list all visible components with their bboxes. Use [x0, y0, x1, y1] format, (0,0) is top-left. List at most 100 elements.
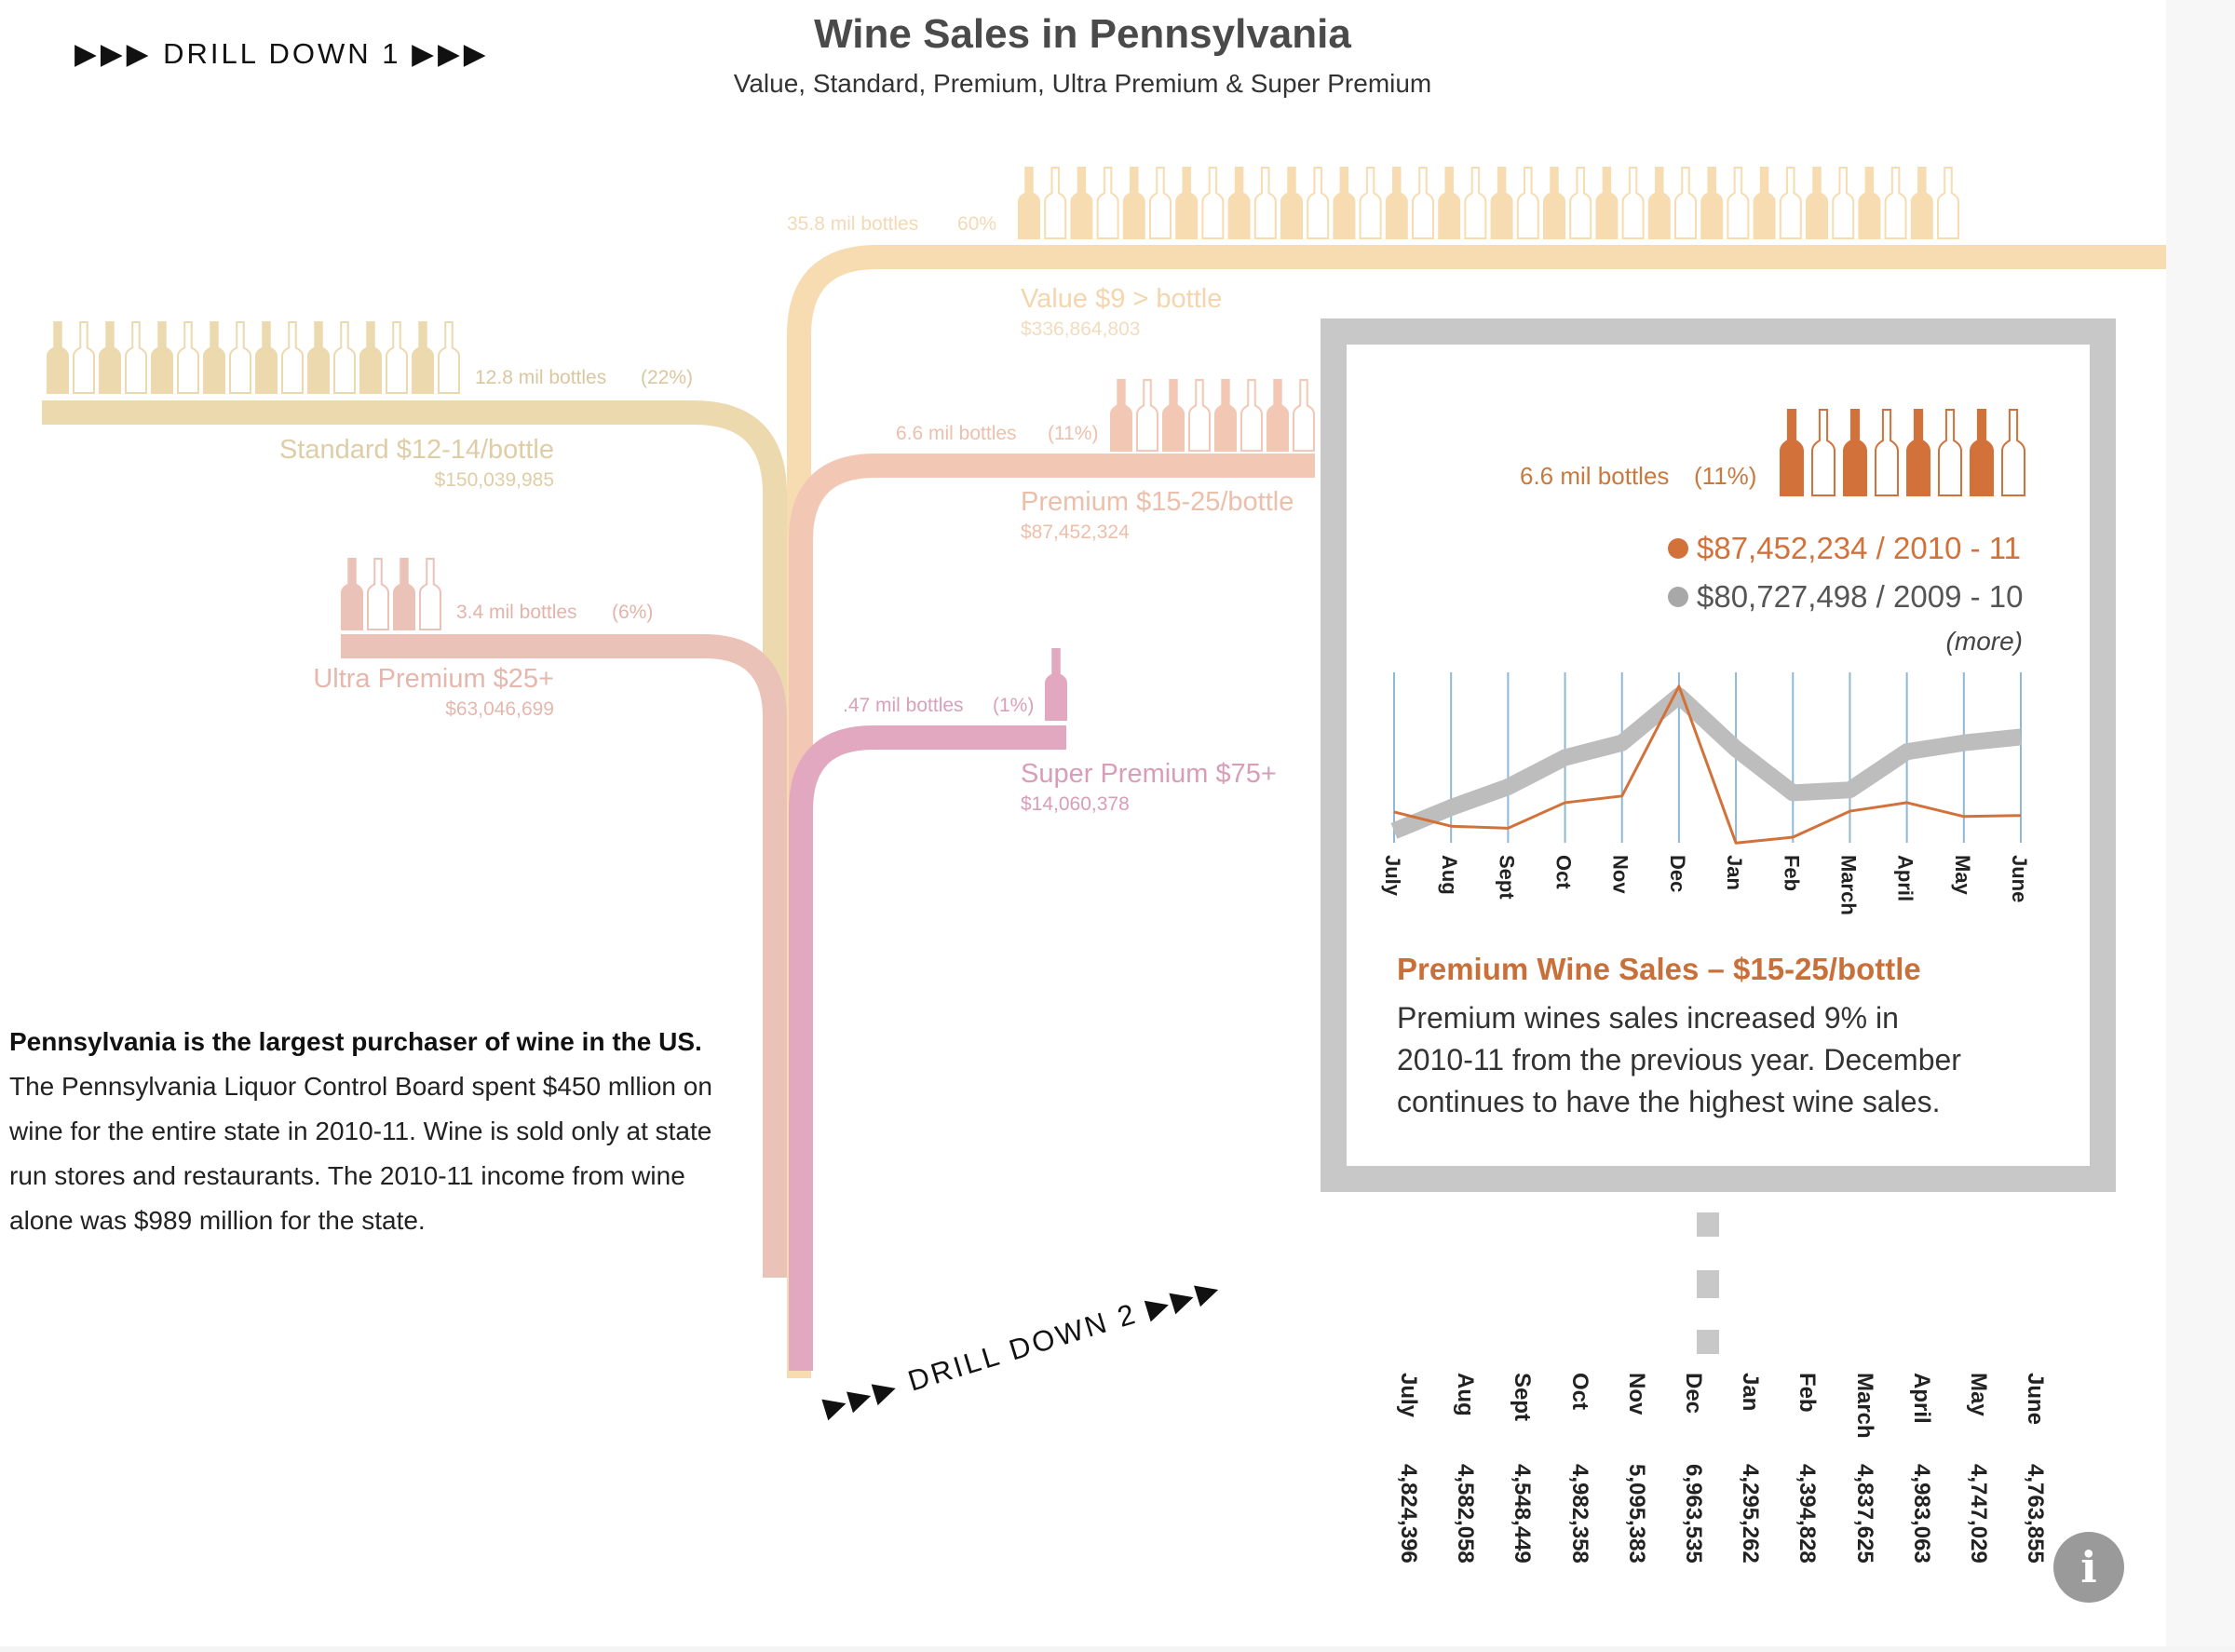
legend-current-dot: [1668, 538, 1688, 559]
callout-bottle-icon: [1780, 409, 1804, 496]
legend-previous-dot: [1668, 587, 1688, 607]
super-premium-tier-name[interactable]: Super Premium $75+: [1021, 759, 1277, 789]
ultra-premium-tier-name[interactable]: Ultra Premium $25+: [313, 664, 554, 694]
value-bottle-icon: [1543, 167, 1565, 239]
monthly-column: Dec 6,963,535: [1679, 1371, 1716, 1650]
super-premium-share-label: (1%): [993, 695, 1034, 716]
super-premium-flow-path: [789, 725, 1066, 1371]
standard-bottle-icon: [125, 321, 147, 394]
value-bottle-icon: [1727, 167, 1750, 239]
more-link[interactable]: (more): [1946, 627, 2023, 656]
value-bottle-icon: [1438, 167, 1461, 239]
x-tick-label: July: [1381, 855, 1404, 897]
value-tier-amount: $336,864,803: [1021, 318, 1140, 340]
standard-bottle-icon: [359, 321, 382, 394]
x-tick-label: Sept: [1495, 855, 1518, 900]
value-bottle-icon: [1227, 167, 1251, 239]
arrows-left-icon: ▶▶▶: [74, 37, 153, 70]
value-bottle-icon: [1385, 167, 1408, 239]
x-tick-label: April: [1894, 855, 1917, 901]
premium-bottles: [1110, 379, 1315, 452]
premium-bottle-icon: [1266, 379, 1289, 452]
ultra-premium-share-label: (6%): [612, 602, 653, 623]
value-bottle-icon: [1122, 167, 1145, 239]
month-value: 4,982,358: [1566, 1464, 1592, 1564]
value-bottle-icon: [1595, 167, 1619, 239]
month-value: 4,983,063: [1908, 1464, 1934, 1564]
value-bottle-icon: [1149, 167, 1172, 239]
premium-bottle-icon: [1188, 379, 1211, 452]
standard-bottle-icon: [412, 321, 434, 394]
value-bottle-icon: [1070, 167, 1093, 239]
monthly-column: Oct 4,982,358: [1565, 1371, 1603, 1650]
monthly-column: Jan 4,295,262: [1736, 1371, 1773, 1650]
premium-bottle-icon: [1136, 379, 1158, 452]
intro-lead: Pennsylvania is the largest purchaser of…: [9, 1027, 702, 1056]
premium-bottle-icon: [1293, 379, 1315, 452]
super-premium-bottles: [1045, 648, 1067, 721]
callout-bottle-icon: [1811, 409, 1835, 496]
monthly-column: Sept 4,548,449: [1508, 1371, 1545, 1650]
callout-bottle-icon: [1843, 409, 1867, 496]
value-bottle-icon: [1096, 167, 1119, 239]
right-margin: [2166, 0, 2235, 1652]
intro-line-1: The Pennsylvania Liquor Control Board sp…: [9, 1072, 712, 1101]
month-label: Nov: [1623, 1373, 1649, 1415]
callout-bottles: [1780, 409, 2025, 496]
value-bottle-icon: [1280, 167, 1303, 239]
month-label: July: [1396, 1373, 1421, 1418]
callout-bottle-icon: [1875, 409, 1899, 496]
callout-bottles-label: 6.6 mil bottles: [1520, 462, 1669, 490]
premium-bottle-icon: [1240, 379, 1263, 452]
value-tier-name[interactable]: Value $9 > bottle: [1021, 284, 1222, 314]
standard-bottle-icon: [99, 321, 121, 394]
month-label: Feb: [1795, 1373, 1821, 1413]
premium-share-label: (11%): [1048, 423, 1098, 444]
standard-bottles: [47, 321, 460, 394]
ultra-premium-bottle-icon: [367, 558, 389, 630]
value-flow-path: [787, 245, 2166, 1378]
ultra-premium-bottle-icon: [341, 558, 363, 630]
ultra-premium-bottle-icon: [393, 558, 415, 630]
x-tick-label: Aug: [1438, 855, 1461, 895]
premium-bottle-icon: [1110, 379, 1132, 452]
intro-line-3: run stores and restaurants. The 2010-11 …: [9, 1161, 685, 1190]
series-2009-10-line: [1390, 687, 2022, 839]
drill-down-1-link[interactable]: ▶▶▶ DRILL DOWN 1 ▶▶▶: [74, 37, 490, 71]
value-bottle-icon: [1018, 167, 1040, 239]
intro-line-2: wine for the entire state in 2010-11. Wi…: [9, 1117, 712, 1145]
standard-flow-path: [42, 400, 787, 1276]
month-label: Sept: [1510, 1373, 1536, 1422]
monthly-column: Aug 4,582,058: [1451, 1371, 1488, 1650]
standard-tier-name[interactable]: Standard $12-14/bottle: [279, 435, 554, 465]
value-bottle-icon: [1910, 167, 1933, 239]
month-value: 5,095,383: [1623, 1464, 1649, 1564]
value-bottle-icon: [1647, 167, 1671, 239]
page-subtitle: Value, Standard, Premium, Ultra Premium …: [733, 69, 1432, 98]
value-bottle-icon: [1753, 167, 1776, 239]
x-tick-label: March: [1836, 855, 1860, 915]
month-label: May: [1966, 1373, 1991, 1416]
connector-dash-2: [1697, 1270, 1719, 1298]
intro-note: Pennsylvania is the largest purchaser of…: [9, 1020, 754, 1243]
connector-dash-1: [1697, 1212, 1719, 1237]
arrows-right-icon: ▶▶▶: [412, 37, 490, 70]
premium-tier-name[interactable]: Premium $15-25/bottle: [1021, 487, 1294, 517]
callout-bottle-icon: [1906, 409, 1930, 496]
super-premium-bottle-icon: [1045, 648, 1067, 721]
x-tick-label: Jan: [1723, 855, 1746, 890]
month-value: 4,763,855: [2023, 1464, 2049, 1564]
premium-bottle-icon: [1162, 379, 1185, 452]
ultra-premium-bottle-icon: [419, 558, 441, 630]
month-label: Jan: [1738, 1373, 1764, 1412]
premium-bottles-label: 6.6 mil bottles: [896, 423, 1017, 444]
callout-body-line-1: Premium wines sales increased 9% in: [1397, 1001, 1899, 1035]
value-bottle-icon: [1490, 167, 1513, 239]
x-tick-label: May: [1951, 855, 1974, 896]
info-icon[interactable]: i: [2053, 1532, 2124, 1603]
standard-bottles-label: 12.8 mil bottles: [475, 367, 606, 388]
monthly-column: April 4,983,063: [1907, 1371, 1944, 1650]
